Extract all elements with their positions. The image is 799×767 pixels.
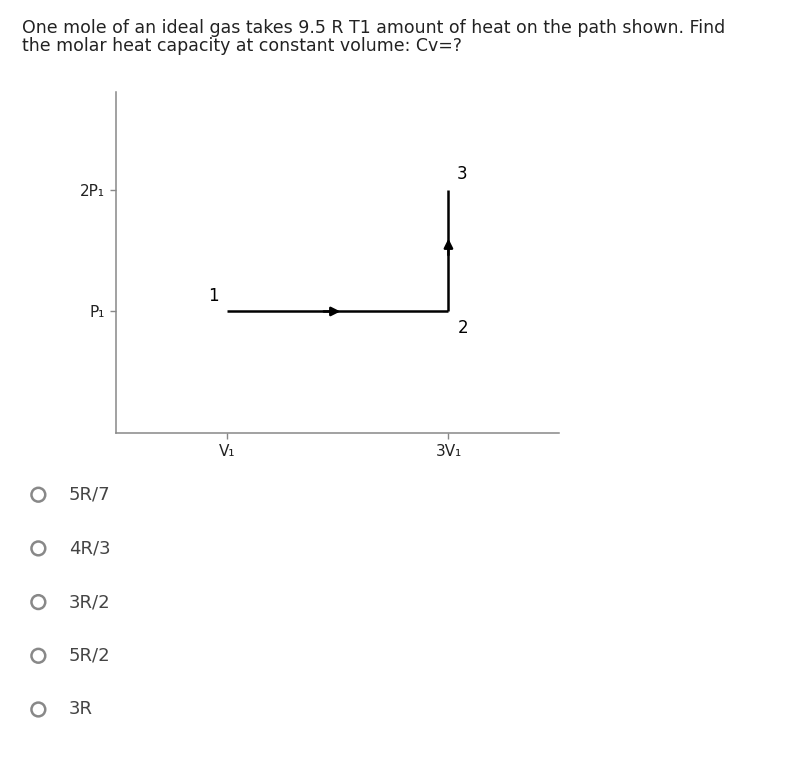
Text: 1: 1 bbox=[209, 288, 219, 305]
Text: 3: 3 bbox=[456, 166, 467, 183]
Text: the molar heat capacity at constant volume: Cv=?: the molar heat capacity at constant volu… bbox=[22, 37, 462, 54]
Text: 4R/3: 4R/3 bbox=[69, 539, 110, 558]
Text: 3R/2: 3R/2 bbox=[69, 593, 110, 611]
Text: One mole of an ideal gas takes 9.5 R T1 amount of heat on the path shown. Find: One mole of an ideal gas takes 9.5 R T1 … bbox=[22, 19, 725, 37]
Text: 5R/7: 5R/7 bbox=[69, 486, 110, 504]
Text: 3R: 3R bbox=[69, 700, 93, 719]
Text: 2: 2 bbox=[457, 319, 468, 337]
Text: 5R/2: 5R/2 bbox=[69, 647, 110, 665]
